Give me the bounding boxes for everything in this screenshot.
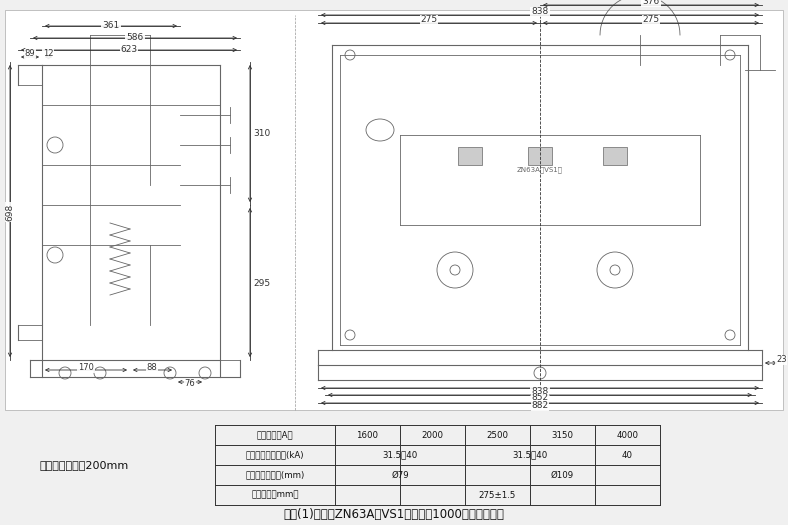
Text: 31.5，40: 31.5，40 [382,450,418,459]
Text: 310: 310 [253,130,270,139]
Text: 838: 838 [531,7,548,16]
Text: 31.5，40: 31.5，40 [512,450,548,459]
Text: 图二(1)手车式ZN63A（VS1）断路器1000宽外形尺寸图: 图二(1)手车式ZN63A（VS1）断路器1000宽外形尺寸图 [284,509,504,521]
Text: 586: 586 [126,34,143,43]
Text: 相间距离（mm）: 相间距离（mm） [251,490,299,499]
Text: 配合静触头尺寸(mm): 配合静触头尺寸(mm) [245,470,305,479]
Text: 295: 295 [253,278,270,288]
Text: 23: 23 [776,355,786,364]
Text: 852: 852 [531,394,548,403]
Text: 88: 88 [147,363,158,373]
Text: 手车式推进行程200mm: 手车式推进行程200mm [40,460,129,470]
Text: 170: 170 [78,363,94,373]
Text: 89: 89 [24,49,35,58]
Text: 76: 76 [184,380,195,388]
Text: 275±1.5: 275±1.5 [479,490,516,499]
Text: 额定短路开断电流(kA): 额定短路开断电流(kA) [246,450,304,459]
Text: 698: 698 [6,203,14,220]
Bar [458,147,482,165]
Bar [5,10,783,410]
Text: 376: 376 [642,0,660,6]
Text: 40: 40 [622,450,633,459]
Text: 838: 838 [531,386,548,395]
Bar [603,147,627,165]
Text: 2500: 2500 [486,430,508,439]
Text: 3150: 3150 [552,430,574,439]
Text: 2000: 2000 [422,430,444,439]
Text: 882: 882 [531,402,548,411]
Text: 275: 275 [642,16,660,25]
Text: 4000: 4000 [616,430,638,439]
Text: 361: 361 [102,22,120,30]
Text: 623: 623 [121,46,138,55]
Text: 额定电流（A）: 额定电流（A） [257,430,293,439]
Text: 12: 12 [43,49,54,58]
Bar [528,147,552,165]
Text: Ø109: Ø109 [551,470,574,479]
Text: Ø79: Ø79 [391,470,409,479]
Text: 275: 275 [421,16,437,25]
Text: 1600: 1600 [356,430,378,439]
Text: ZN63A（VS1）: ZN63A（VS1） [517,167,563,173]
